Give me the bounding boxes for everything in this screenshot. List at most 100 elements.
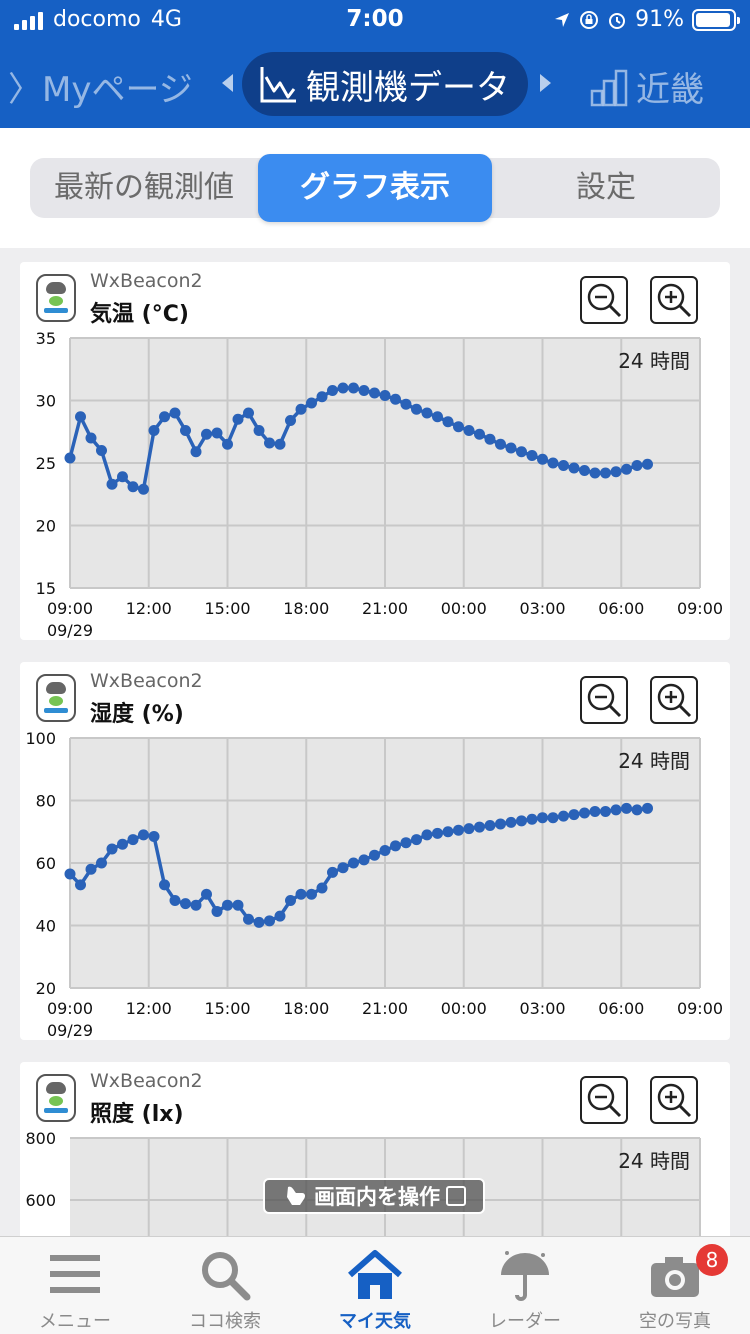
zoom-out-button[interactable] (580, 676, 628, 724)
data-point (264, 437, 275, 449)
segment-area: 最新の観測値 設定 グラフ表示 (0, 128, 750, 248)
segment-graph[interactable]: グラフ表示 (258, 154, 492, 222)
zoom-out-icon (587, 1083, 622, 1118)
data-point (253, 425, 265, 436)
location-icon (555, 12, 570, 27)
y-tick-label: 800 (25, 1129, 56, 1148)
data-point (600, 467, 611, 479)
data-point (327, 385, 338, 396)
data-point (474, 821, 485, 833)
data-point (327, 866, 338, 878)
data-point (411, 834, 422, 846)
data-point (243, 407, 254, 419)
tab-label: レーダー (489, 1311, 561, 1332)
clock: 7:00 (346, 6, 404, 32)
y-tick-label: 35 (36, 329, 56, 348)
data-point (432, 411, 443, 423)
x-tick-label: 18:00 (283, 999, 329, 1018)
tab-radar[interactable]: レーダー (450, 1237, 600, 1334)
data-point (169, 407, 181, 419)
data-point (337, 862, 349, 874)
x-tick-label: 03:00 (519, 599, 565, 618)
data-point (264, 915, 275, 927)
humidity-card: WxBeacon2 湿度 (%) 100 80 60 40 20 09:00 12:00 15… (20, 662, 730, 1040)
x-tick-label: 00:00 (441, 999, 487, 1018)
data-point (201, 888, 212, 900)
y-tick-label: 20 (36, 979, 56, 998)
tab-my-weather[interactable]: マイ天気 (300, 1237, 450, 1334)
data-point (64, 452, 76, 464)
data-point (516, 446, 527, 458)
data-point (589, 805, 601, 817)
data-point (180, 898, 191, 910)
data-point (169, 895, 181, 906)
data-point (537, 453, 548, 465)
nav-bar: 〉Myページ 観測機データ 近畿 (0, 44, 750, 128)
nav-right-arrow-icon[interactable] (540, 74, 551, 92)
y-tick-label: 30 (36, 392, 56, 411)
illuminance-chart: 800 600 24 時間 (25, 1129, 701, 1262)
segment-latest[interactable]: 最新の観測値 (54, 170, 234, 205)
tab-menu[interactable]: メニュー (0, 1237, 150, 1334)
nav-next-kinki[interactable]: 近畿 (590, 62, 704, 111)
y-tick-label: 600 (25, 1191, 56, 1210)
data-point (127, 481, 139, 493)
data-point (547, 457, 559, 469)
rotation-lock-icon (580, 10, 599, 29)
data-point (442, 416, 454, 428)
zoom-out-button[interactable] (580, 1076, 628, 1124)
home-icon (348, 1250, 402, 1299)
x-tick-label: 15:00 (204, 999, 250, 1018)
x-tick-label: 09:00 (677, 999, 723, 1018)
tab-label: 空の写真 (639, 1311, 711, 1332)
nav-current-observer-data[interactable]: 観測機データ (242, 52, 528, 116)
data-point (463, 823, 475, 835)
data-point (505, 816, 517, 828)
zoom-in-button[interactable] (650, 1076, 698, 1124)
camera-icon (651, 1257, 699, 1297)
nav-left-arrow-icon[interactable] (222, 74, 233, 92)
wxbeacon-device-icon (36, 1074, 76, 1122)
y-tick-label: 100 (25, 729, 56, 748)
data-point (285, 895, 296, 906)
zoom-in-icon (657, 1083, 692, 1118)
data-point (316, 391, 328, 403)
x-tick-label: 03:00 (519, 999, 565, 1018)
data-point (306, 888, 317, 900)
data-point (243, 913, 254, 925)
tab-search[interactable]: ココ検索 (150, 1237, 300, 1334)
illuminance-card: WxBeacon2 照度 (lx) 800 600 24 時間 (20, 1062, 730, 1262)
data-point (537, 812, 548, 824)
data-point (579, 807, 590, 819)
zoom-in-button[interactable] (650, 276, 698, 324)
data-point (369, 387, 380, 399)
data-point (348, 857, 359, 869)
data-point (463, 425, 475, 436)
data-point (274, 438, 286, 450)
zoom-in-button[interactable] (650, 676, 698, 724)
period-label: 24 時間 (618, 749, 690, 773)
data-point (148, 425, 160, 436)
menu-icon (50, 1255, 100, 1293)
data-point (442, 826, 454, 838)
tab-sky-photo[interactable]: 空の写真 (600, 1237, 750, 1334)
segment-settings[interactable]: 設定 (576, 170, 636, 205)
zoom-in-icon (657, 683, 692, 718)
data-point (337, 382, 349, 394)
screen-operate-button[interactable]: 画面内を操作 (263, 1178, 485, 1214)
data-point (106, 843, 118, 855)
network-label: 4G (150, 7, 182, 32)
data-point (474, 428, 485, 440)
data-point (589, 467, 601, 479)
zoom-out-button[interactable] (580, 276, 628, 324)
data-point (316, 882, 328, 894)
data-point (579, 465, 590, 476)
x-tick-label: 09:00 (677, 599, 723, 618)
data-point (180, 425, 191, 436)
data-point (75, 411, 86, 423)
nav-prev-mypage[interactable]: 〉Myページ (8, 70, 193, 110)
data-point (526, 450, 538, 461)
x-tick-label: 00:00 (441, 599, 487, 618)
